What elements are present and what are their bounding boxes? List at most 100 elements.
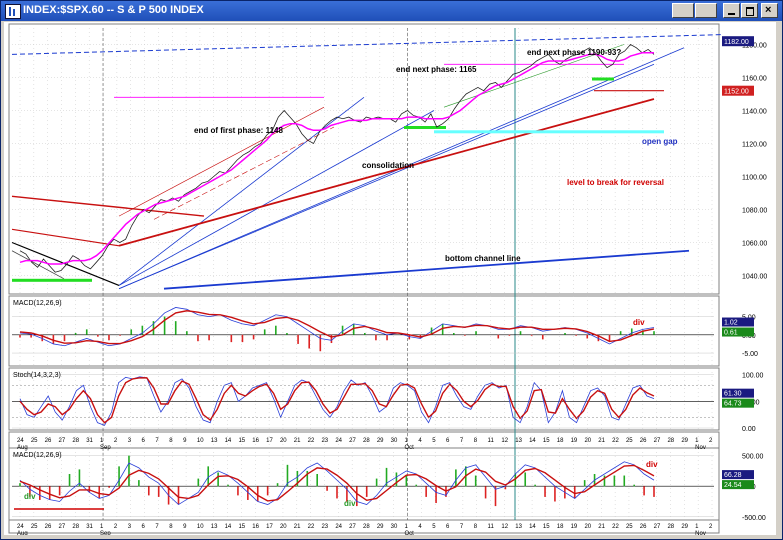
date-tick-label: 19 bbox=[571, 524, 578, 530]
month-label: Aug bbox=[17, 445, 28, 451]
pane-tick-label: 0.00 bbox=[742, 426, 756, 433]
date-tick-label: 30 bbox=[391, 438, 398, 444]
date-tick-label: 20 bbox=[280, 438, 287, 444]
date-tick-label: 8 bbox=[169, 524, 173, 530]
macd-top-div-label: div bbox=[633, 318, 645, 327]
month-label: Sep bbox=[100, 531, 111, 535]
date-tick-label: 6 bbox=[446, 438, 450, 444]
date-tick-label: 17 bbox=[266, 438, 273, 444]
date-tick-label: 2 bbox=[114, 524, 118, 530]
value-label: 66.28 bbox=[724, 472, 742, 479]
date-tick-label: 13 bbox=[515, 524, 522, 530]
date-tick-label: 20 bbox=[280, 524, 287, 530]
oscillator-line[interactable] bbox=[19, 461, 655, 506]
chart-canvas[interactable]: 5.000.00-5.001.020.61 100.0050.000.0061.… bbox=[4, 22, 776, 537]
month-label: Nov bbox=[695, 531, 706, 535]
annotation-end-first-phase: end of first phase: 1148 bbox=[194, 126, 283, 135]
price-tick-label: 1040.00 bbox=[742, 274, 767, 281]
level-price-box bbox=[722, 85, 754, 96]
annotation-end-next-phase-target: end next phase 1190-93? bbox=[527, 48, 621, 57]
date-tick-label: 5 bbox=[432, 524, 436, 530]
date-tick-label: 22 bbox=[612, 524, 619, 530]
price-tick-label: 1160.00 bbox=[742, 76, 767, 83]
date-tick-label: 15 bbox=[238, 524, 245, 530]
date-tick-label: 4 bbox=[418, 524, 422, 530]
restore-button[interactable] bbox=[741, 3, 758, 18]
date-tick-label: 27 bbox=[654, 438, 661, 444]
chart-app-icon bbox=[5, 4, 21, 19]
date-tick-label: 9 bbox=[183, 438, 187, 444]
price-tick-label: 1180.00 bbox=[742, 43, 767, 50]
signal-line[interactable] bbox=[19, 377, 655, 424]
minimize-button[interactable] bbox=[723, 3, 740, 18]
date-tick-label: 3 bbox=[128, 438, 132, 444]
support-highlight bbox=[12, 278, 92, 282]
pane-tick-label: 100.00 bbox=[742, 373, 764, 380]
price-series-line[interactable] bbox=[19, 43, 655, 273]
date-tick-label: 25 bbox=[31, 438, 38, 444]
date-tick-label: 28 bbox=[363, 524, 370, 530]
date-tick-label: 21 bbox=[294, 438, 301, 444]
date-tick-label: 1 bbox=[695, 438, 699, 444]
signal-line[interactable] bbox=[19, 464, 655, 502]
date-tick-label: 26 bbox=[45, 438, 52, 444]
date-tick-label: 18 bbox=[557, 524, 564, 530]
date-tick-label: 29 bbox=[377, 524, 384, 530]
date-tick-label: 8 bbox=[169, 438, 173, 444]
date-tick-label: 18 bbox=[557, 438, 564, 444]
value-label: 0.61 bbox=[724, 330, 738, 337]
date-tick-label: 11 bbox=[488, 524, 495, 530]
date-tick-label: 27 bbox=[349, 524, 356, 530]
date-tick-label: 22 bbox=[612, 438, 619, 444]
date-tick-label: 7 bbox=[460, 438, 464, 444]
date-tick-label: 29 bbox=[681, 524, 688, 530]
date-tick-label: 6 bbox=[446, 524, 450, 530]
value-label: 24.54 bbox=[724, 482, 742, 489]
date-tick-label: 10 bbox=[197, 524, 204, 530]
date-tick-label: 12 bbox=[501, 524, 508, 530]
annotation-level-reversal: level to break for reversal bbox=[567, 178, 664, 187]
chart-area[interactable]: 5.000.00-5.001.020.61 100.0050.000.0061.… bbox=[4, 22, 776, 537]
grid-toggle-icon[interactable] bbox=[695, 3, 717, 18]
upper-channel-line bbox=[11, 34, 723, 55]
oscillator-line[interactable] bbox=[19, 376, 655, 426]
annotation-end-next-phase: end next phase: 1165 bbox=[396, 65, 477, 74]
red-trend-line bbox=[118, 98, 655, 247]
date-tick-label: 21 bbox=[598, 524, 605, 530]
date-tick-label: 5 bbox=[432, 438, 436, 444]
fast-ma-line[interactable] bbox=[19, 52, 654, 265]
value-box bbox=[722, 317, 754, 327]
date-tick-label: 21 bbox=[598, 438, 605, 444]
trend-line bbox=[118, 63, 655, 290]
signal-line[interactable] bbox=[19, 310, 655, 345]
value-box bbox=[722, 388, 754, 398]
date-tick-label: 13 bbox=[211, 524, 218, 530]
support-highlight bbox=[592, 77, 614, 81]
macd-bottom-div-label-1: div bbox=[24, 492, 36, 501]
bar-chart-toggle-icon[interactable] bbox=[672, 3, 694, 18]
close-button[interactable]: × bbox=[761, 3, 778, 18]
macd-top-pane-frame bbox=[8, 295, 720, 367]
date-tick-label: 26 bbox=[45, 524, 52, 530]
pane-tick-label: 500.00 bbox=[742, 454, 764, 461]
annotation-open-gap: open gap bbox=[642, 137, 678, 146]
title-bar[interactable]: INDEX:$SPX.60 -- S & P 500 INDEX × bbox=[1, 1, 782, 21]
date-tick-label: 11 bbox=[488, 438, 495, 444]
date-tick-label: 29 bbox=[377, 438, 384, 444]
date-tick-label: 16 bbox=[252, 524, 259, 530]
date-tick-label: 20 bbox=[584, 438, 591, 444]
price-tick-label: 1100.00 bbox=[742, 175, 767, 182]
date-tick-label: 27 bbox=[59, 438, 66, 444]
date-tick-label: 8 bbox=[474, 438, 478, 444]
macd-bottom-pane-frame bbox=[8, 447, 720, 521]
annotation-bottom-channel: bottom channel line bbox=[445, 254, 521, 263]
price-tick-label: 1140.00 bbox=[742, 109, 767, 116]
stoch-pane-frame bbox=[8, 367, 720, 431]
price-pane-frame bbox=[8, 23, 720, 295]
date-tick-label: 31 bbox=[86, 524, 93, 530]
date-tick-label: 24 bbox=[335, 438, 342, 444]
trend-line bbox=[118, 110, 435, 286]
date-tick-label: 21 bbox=[294, 524, 301, 530]
open-gap-highlight bbox=[434, 130, 664, 134]
date-tick-label: 1 bbox=[405, 524, 409, 530]
